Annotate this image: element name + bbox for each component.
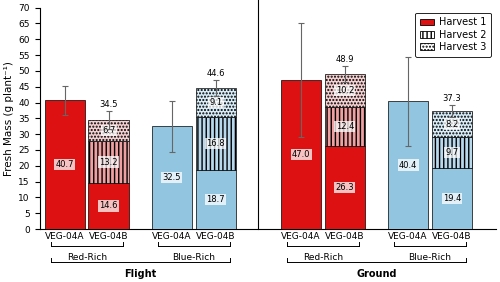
Text: Ground: Ground: [356, 268, 397, 279]
Bar: [152, 126, 192, 229]
Text: 26.3: 26.3: [336, 183, 354, 192]
Text: 47.0: 47.0: [292, 150, 310, 159]
Text: 32.5: 32.5: [162, 173, 181, 182]
Text: 16.8: 16.8: [206, 139, 225, 148]
Legend: Harvest 1, Harvest 2, Harvest 3: Harvest 1, Harvest 2, Harvest 3: [416, 12, 491, 57]
Text: 9.7: 9.7: [446, 148, 458, 157]
Text: 6.7: 6.7: [102, 126, 116, 135]
Text: 37.3: 37.3: [442, 94, 462, 103]
Text: 40.4: 40.4: [399, 161, 417, 170]
Text: 8.2: 8.2: [446, 120, 458, 129]
Bar: [432, 168, 472, 229]
Text: 34.5: 34.5: [100, 100, 118, 109]
Bar: [324, 107, 365, 146]
Bar: [196, 170, 236, 229]
Bar: [432, 111, 472, 137]
Bar: [196, 117, 236, 170]
Bar: [388, 101, 428, 229]
Bar: [88, 183, 129, 229]
Text: 19.4: 19.4: [443, 194, 461, 203]
Text: 14.6: 14.6: [100, 201, 118, 210]
Text: 9.1: 9.1: [210, 98, 222, 107]
Text: 10.2: 10.2: [336, 86, 354, 95]
Text: Blue-Rich: Blue-Rich: [408, 253, 452, 262]
Text: Red-Rich: Red-Rich: [66, 253, 107, 262]
Bar: [196, 88, 236, 117]
Bar: [432, 137, 472, 168]
Bar: [324, 74, 365, 107]
Y-axis label: Fresh Mass (g plant⁻¹): Fresh Mass (g plant⁻¹): [4, 61, 14, 176]
Text: 40.7: 40.7: [56, 160, 74, 169]
Text: Flight: Flight: [124, 268, 156, 279]
Text: Blue-Rich: Blue-Rich: [172, 253, 216, 262]
Bar: [281, 80, 322, 229]
Text: 13.2: 13.2: [100, 158, 118, 166]
Text: 44.6: 44.6: [206, 69, 225, 78]
Bar: [324, 146, 365, 229]
Text: 48.9: 48.9: [336, 55, 354, 64]
Bar: [88, 120, 129, 141]
Text: Red-Rich: Red-Rich: [303, 253, 343, 262]
Text: 12.4: 12.4: [336, 122, 354, 131]
Text: 18.7: 18.7: [206, 195, 225, 204]
Bar: [88, 141, 129, 183]
Bar: [44, 100, 85, 229]
